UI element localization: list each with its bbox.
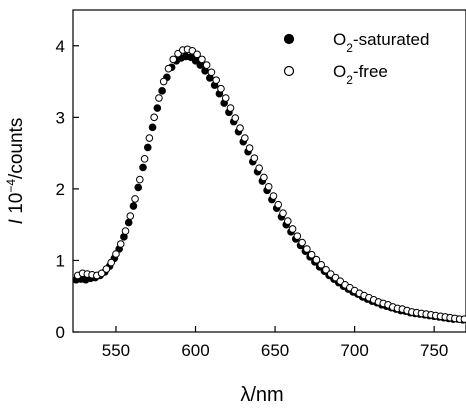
y-axis-label: I 10−4/counts (4, 118, 27, 225)
x-tick-label: 750 (420, 341, 448, 360)
data-point (298, 238, 306, 247)
series-layer (72, 45, 466, 324)
data-point (269, 192, 278, 200)
data-point (107, 258, 115, 267)
y-tick-label: 1 (56, 251, 65, 270)
data-point (264, 182, 273, 191)
data-point (236, 124, 244, 132)
data-point (198, 55, 206, 64)
data-point (202, 61, 211, 69)
data-point (288, 225, 297, 233)
data-point (231, 114, 240, 122)
data-point (293, 232, 302, 240)
data-point (317, 260, 326, 269)
x-axis-label: λ/nm (240, 384, 283, 406)
data-point (134, 183, 143, 192)
data-point (131, 195, 139, 203)
data-point (102, 265, 111, 273)
legend-label: O2-saturated (333, 30, 429, 55)
data-point (121, 227, 130, 235)
plot-frame (72, 9, 466, 333)
data-point (145, 134, 154, 142)
data-point (148, 123, 157, 132)
series-o2-free (73, 45, 466, 323)
data-point (129, 202, 138, 210)
data-point (169, 55, 178, 64)
data-point (217, 84, 225, 93)
y-tick-label: 2 (56, 180, 65, 199)
x-tick-label: 550 (102, 341, 130, 360)
data-point (307, 250, 316, 259)
legend-label: O2-free (333, 62, 388, 87)
data-point (155, 94, 163, 102)
legend-entry-o2-saturated: O2-saturated (283, 30, 429, 55)
data-point (284, 217, 292, 225)
data-point (126, 212, 135, 220)
data-point (274, 200, 283, 209)
x-tick-label: 650 (261, 341, 289, 360)
x-axis: 550 600 650 700 750 (102, 326, 448, 360)
x-tick-label: 600 (181, 341, 209, 360)
data-point (250, 154, 259, 162)
data-point (322, 265, 330, 274)
data-point (158, 87, 166, 95)
data-point (136, 175, 144, 184)
data-point (221, 94, 230, 102)
data-point (97, 269, 106, 278)
y-tick-label: 4 (56, 37, 65, 56)
x-tick-label: 700 (340, 341, 368, 360)
plot-area (72, 9, 466, 333)
data-point (279, 209, 287, 218)
data-point (143, 143, 152, 152)
data-point (164, 64, 173, 73)
legend-marker (283, 65, 295, 77)
legend-marker (283, 33, 295, 45)
data-point (112, 250, 120, 258)
y-tick-label: 0 (56, 323, 65, 342)
data-point (153, 104, 162, 112)
data-point (245, 144, 254, 152)
data-point (212, 76, 220, 84)
y-tick-label: 3 (56, 108, 65, 127)
data-point (260, 173, 268, 182)
data-point (124, 218, 133, 227)
data-point (139, 163, 147, 172)
legend: O2-saturated O2-free (283, 30, 429, 87)
data-point (159, 77, 168, 86)
data-point (116, 240, 125, 248)
legend-entry-o2-free: O2-free (283, 62, 388, 87)
data-point (140, 155, 149, 163)
data-point (207, 68, 216, 77)
data-point (150, 113, 158, 122)
data-point (312, 255, 321, 264)
data-point (241, 134, 249, 142)
data-point (460, 315, 466, 323)
data-point (226, 104, 235, 112)
data-point (193, 50, 201, 59)
data-point (303, 245, 311, 253)
y-axis: 0 1 2 3 4 (56, 37, 79, 342)
data-point (255, 164, 263, 172)
